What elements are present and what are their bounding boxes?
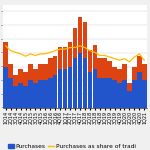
Bar <box>53 56 57 75</box>
Bar <box>122 64 127 80</box>
Bar <box>132 67 137 80</box>
Bar <box>142 64 147 80</box>
Bar <box>43 80 48 108</box>
Bar <box>112 80 117 108</box>
Bar <box>3 42 8 67</box>
Bar <box>23 86 28 108</box>
Bar <box>127 83 132 92</box>
Bar <box>48 78 52 108</box>
Bar <box>33 83 38 108</box>
Bar <box>112 67 117 80</box>
Bar <box>107 61 112 78</box>
Bar <box>18 83 23 108</box>
Bar <box>98 58 102 78</box>
Bar <box>102 78 107 108</box>
Bar <box>88 50 92 72</box>
Bar <box>28 80 33 108</box>
Bar <box>107 78 112 108</box>
Bar <box>8 64 13 78</box>
Bar <box>73 28 77 58</box>
Bar <box>63 47 67 69</box>
Bar <box>127 92 132 108</box>
Bar <box>142 80 147 108</box>
Bar <box>28 64 33 80</box>
Bar <box>58 69 62 108</box>
Bar <box>43 64 48 80</box>
Bar <box>78 17 82 53</box>
Legend: Purchases, Purchases as share of tradi: Purchases, Purchases as share of tradi <box>6 142 138 150</box>
Bar <box>48 58 52 78</box>
Bar <box>23 72 28 86</box>
Bar <box>117 83 122 108</box>
Bar <box>38 80 43 108</box>
Bar <box>137 56 142 72</box>
Bar <box>73 58 77 108</box>
Bar <box>102 58 107 78</box>
Bar <box>13 75 18 86</box>
Bar <box>98 78 102 108</box>
Bar <box>137 72 142 108</box>
Bar <box>38 64 43 80</box>
Bar <box>33 69 38 83</box>
Bar <box>88 72 92 108</box>
Bar <box>53 75 57 108</box>
Bar <box>122 80 127 108</box>
Bar <box>93 45 97 69</box>
Bar <box>3 67 8 108</box>
Bar <box>63 69 67 108</box>
Bar <box>68 42 72 67</box>
Bar <box>13 86 18 108</box>
Bar <box>83 22 87 58</box>
Bar <box>78 53 82 108</box>
Bar <box>18 69 23 83</box>
Bar <box>93 69 97 108</box>
Bar <box>8 78 13 108</box>
Bar <box>117 69 122 83</box>
Bar <box>132 80 137 108</box>
Bar <box>58 47 62 69</box>
Bar <box>83 58 87 108</box>
Bar <box>68 67 72 108</box>
